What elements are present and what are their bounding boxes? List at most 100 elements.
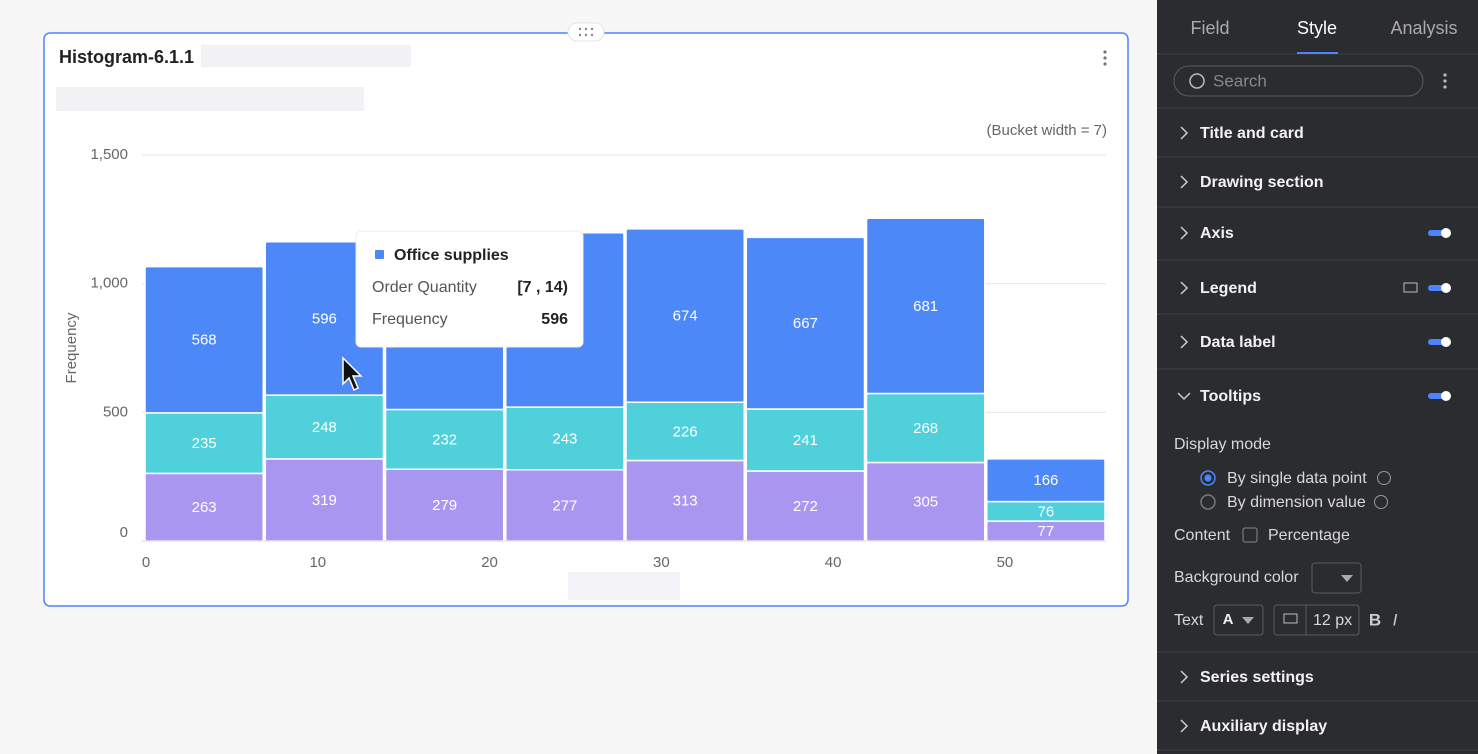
checkbox[interactable] <box>1242 527 1258 543</box>
data-label: 241 <box>793 432 818 449</box>
panel-menu[interactable] <box>1443 73 1447 89</box>
font-letter: A <box>1223 611 1234 628</box>
radio-label[interactable]: By dimension value <box>1227 494 1366 511</box>
tooltip-x-label: Order Quantity <box>372 279 477 296</box>
data-label: 279 <box>432 497 457 514</box>
data-label: 268 <box>913 420 938 437</box>
data-label: 235 <box>192 435 217 452</box>
sections: Title and card Drawing section Axis Legend D… <box>1157 125 1478 751</box>
chevron <box>1180 226 1189 240</box>
chevron <box>1180 126 1189 140</box>
caret <box>1341 575 1353 582</box>
drag-handle[interactable] <box>567 22 605 42</box>
section-title[interactable]: Drawing section <box>1200 174 1324 191</box>
data-label: 596 <box>312 310 337 327</box>
data-label: 76 <box>1038 503 1055 520</box>
data-label: 277 <box>552 497 577 514</box>
bar-segment[interactable] <box>144 265 264 414</box>
setting-label: Content <box>1174 527 1231 544</box>
tab[interactable]: Field <box>1190 18 1229 38</box>
bold-button[interactable]: B <box>1369 610 1381 629</box>
toggle-knob <box>1441 283 1451 293</box>
drag-dots <box>578 27 594 37</box>
radio[interactable] <box>1200 494 1216 510</box>
tooltip-title: Office supplies <box>394 247 509 264</box>
more-menu[interactable] <box>1103 50 1107 66</box>
radio-label[interactable]: By single data point <box>1227 470 1367 487</box>
toggle-knob <box>1441 337 1451 347</box>
bar-segment[interactable] <box>745 236 866 410</box>
tooltip-y-label: Frequency <box>372 311 448 328</box>
data-label: 243 <box>552 430 577 447</box>
info-icon[interactable] <box>1377 471 1391 485</box>
tab[interactable]: Analysis <box>1390 18 1457 38</box>
bar-segment[interactable] <box>625 228 745 404</box>
tooltip-x-value: [7 , 14) <box>517 279 568 296</box>
chevron <box>1180 281 1189 295</box>
font-size: 12 px <box>1313 612 1352 629</box>
section-title[interactable]: Tooltips <box>1200 388 1261 405</box>
section-title[interactable]: Axis <box>1200 225 1234 242</box>
y-tick-label: 500 <box>103 403 128 420</box>
tooltip-swatch <box>375 250 384 259</box>
annotation: (Bucket width = 7) <box>987 122 1107 139</box>
section-title[interactable]: Legend <box>1200 280 1257 297</box>
data-label: 681 <box>913 298 938 315</box>
section-title[interactable]: Series settings <box>1200 669 1314 686</box>
radio-checked[interactable] <box>1200 470 1216 486</box>
setting-label: Text <box>1174 612 1204 629</box>
font-size-input[interactable] <box>1273 604 1360 636</box>
bar-segment[interactable] <box>865 217 986 395</box>
plot: 0 500 1,000 1,500 0 10 20 30 40 50 263 235 568 319 248… <box>90 146 1106 571</box>
data-label: 319 <box>312 492 337 509</box>
radio-dot <box>1204 474 1212 482</box>
color-dropdown[interactable] <box>1311 562 1362 594</box>
section-title[interactable]: Data label <box>1200 334 1276 351</box>
redacted <box>201 45 411 67</box>
data-label: 305 <box>913 494 938 511</box>
toggle-knob <box>1441 391 1451 401</box>
search-box[interactable] <box>1173 65 1424 97</box>
x-tick-label: 20 <box>481 554 498 571</box>
toggle-knob <box>1441 228 1451 238</box>
data-label: 226 <box>673 423 698 440</box>
chevron <box>1180 719 1189 733</box>
device-icon <box>1283 613 1298 624</box>
x-tick-label: 40 <box>825 554 842 571</box>
search-icon <box>1189 73 1205 89</box>
x-tick-label: 10 <box>309 554 326 571</box>
font-color-dropdown[interactable] <box>1213 604 1264 636</box>
y-tick-label: 1,500 <box>90 146 128 163</box>
y-tick-label: 1,000 <box>90 275 128 292</box>
caret <box>1242 617 1254 624</box>
chart-title: Histogram-6.1.1 <box>59 47 194 67</box>
section-title[interactable]: Title and card <box>1200 125 1304 142</box>
data-label: 263 <box>192 499 217 516</box>
data-label: 77 <box>1038 523 1055 540</box>
device-icon <box>1403 282 1418 293</box>
redacted <box>56 87 364 111</box>
tab-underline <box>1297 52 1338 54</box>
x-tick-label: 50 <box>997 554 1014 571</box>
section-title[interactable]: Auxiliary display <box>1200 718 1327 735</box>
settings-panel <box>1157 0 1478 754</box>
data-label: 248 <box>312 419 337 436</box>
y-axis-label: Frequency <box>63 312 80 383</box>
tab-active[interactable]: Style <box>1297 18 1337 38</box>
tooltip-y-value: 596 <box>541 311 568 328</box>
checkbox-label[interactable]: Percentage <box>1268 527 1350 544</box>
data-label: 667 <box>793 315 818 332</box>
setting-label: Display mode <box>1174 436 1271 453</box>
chevron <box>1177 392 1191 401</box>
chevron <box>1180 335 1189 349</box>
info-icon[interactable] <box>1374 495 1388 509</box>
bar-segment[interactable] <box>986 458 1106 503</box>
x-tick-label: 0 <box>142 554 150 571</box>
data-label: 166 <box>1033 472 1058 489</box>
data-label: 568 <box>192 332 217 349</box>
x-tick-label: 30 <box>653 554 670 571</box>
italic-button[interactable]: I <box>1393 610 1398 629</box>
y-tick-label: 0 <box>120 524 128 541</box>
